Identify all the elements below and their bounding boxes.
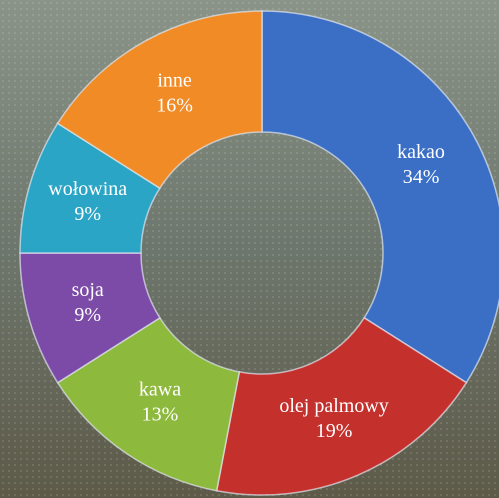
slice-label: kakao: [397, 141, 445, 163]
slice-label: kawa: [139, 379, 181, 401]
slices: [19, 10, 499, 496]
slice-label: soja: [72, 279, 104, 301]
slice-label: wołowina: [48, 178, 127, 200]
slice-value-label: 16%: [156, 95, 193, 117]
slice: [215, 316, 468, 496]
slice-value-label: 9%: [74, 203, 101, 225]
slice: [261, 10, 499, 384]
slice-label: inne: [157, 70, 192, 92]
slice-value-label: 9%: [74, 304, 101, 326]
slice: [56, 316, 241, 492]
slice-value-label: 13%: [142, 404, 179, 426]
slice: [56, 10, 263, 190]
slice-label: olej palmowy: [279, 395, 388, 417]
labels: kakao 34% olej palmowy 19% kawa 13% soja 9% woło…: [48, 70, 445, 443]
slice-value-label: 19%: [316, 420, 353, 442]
slice-value-label: 34%: [403, 166, 440, 188]
